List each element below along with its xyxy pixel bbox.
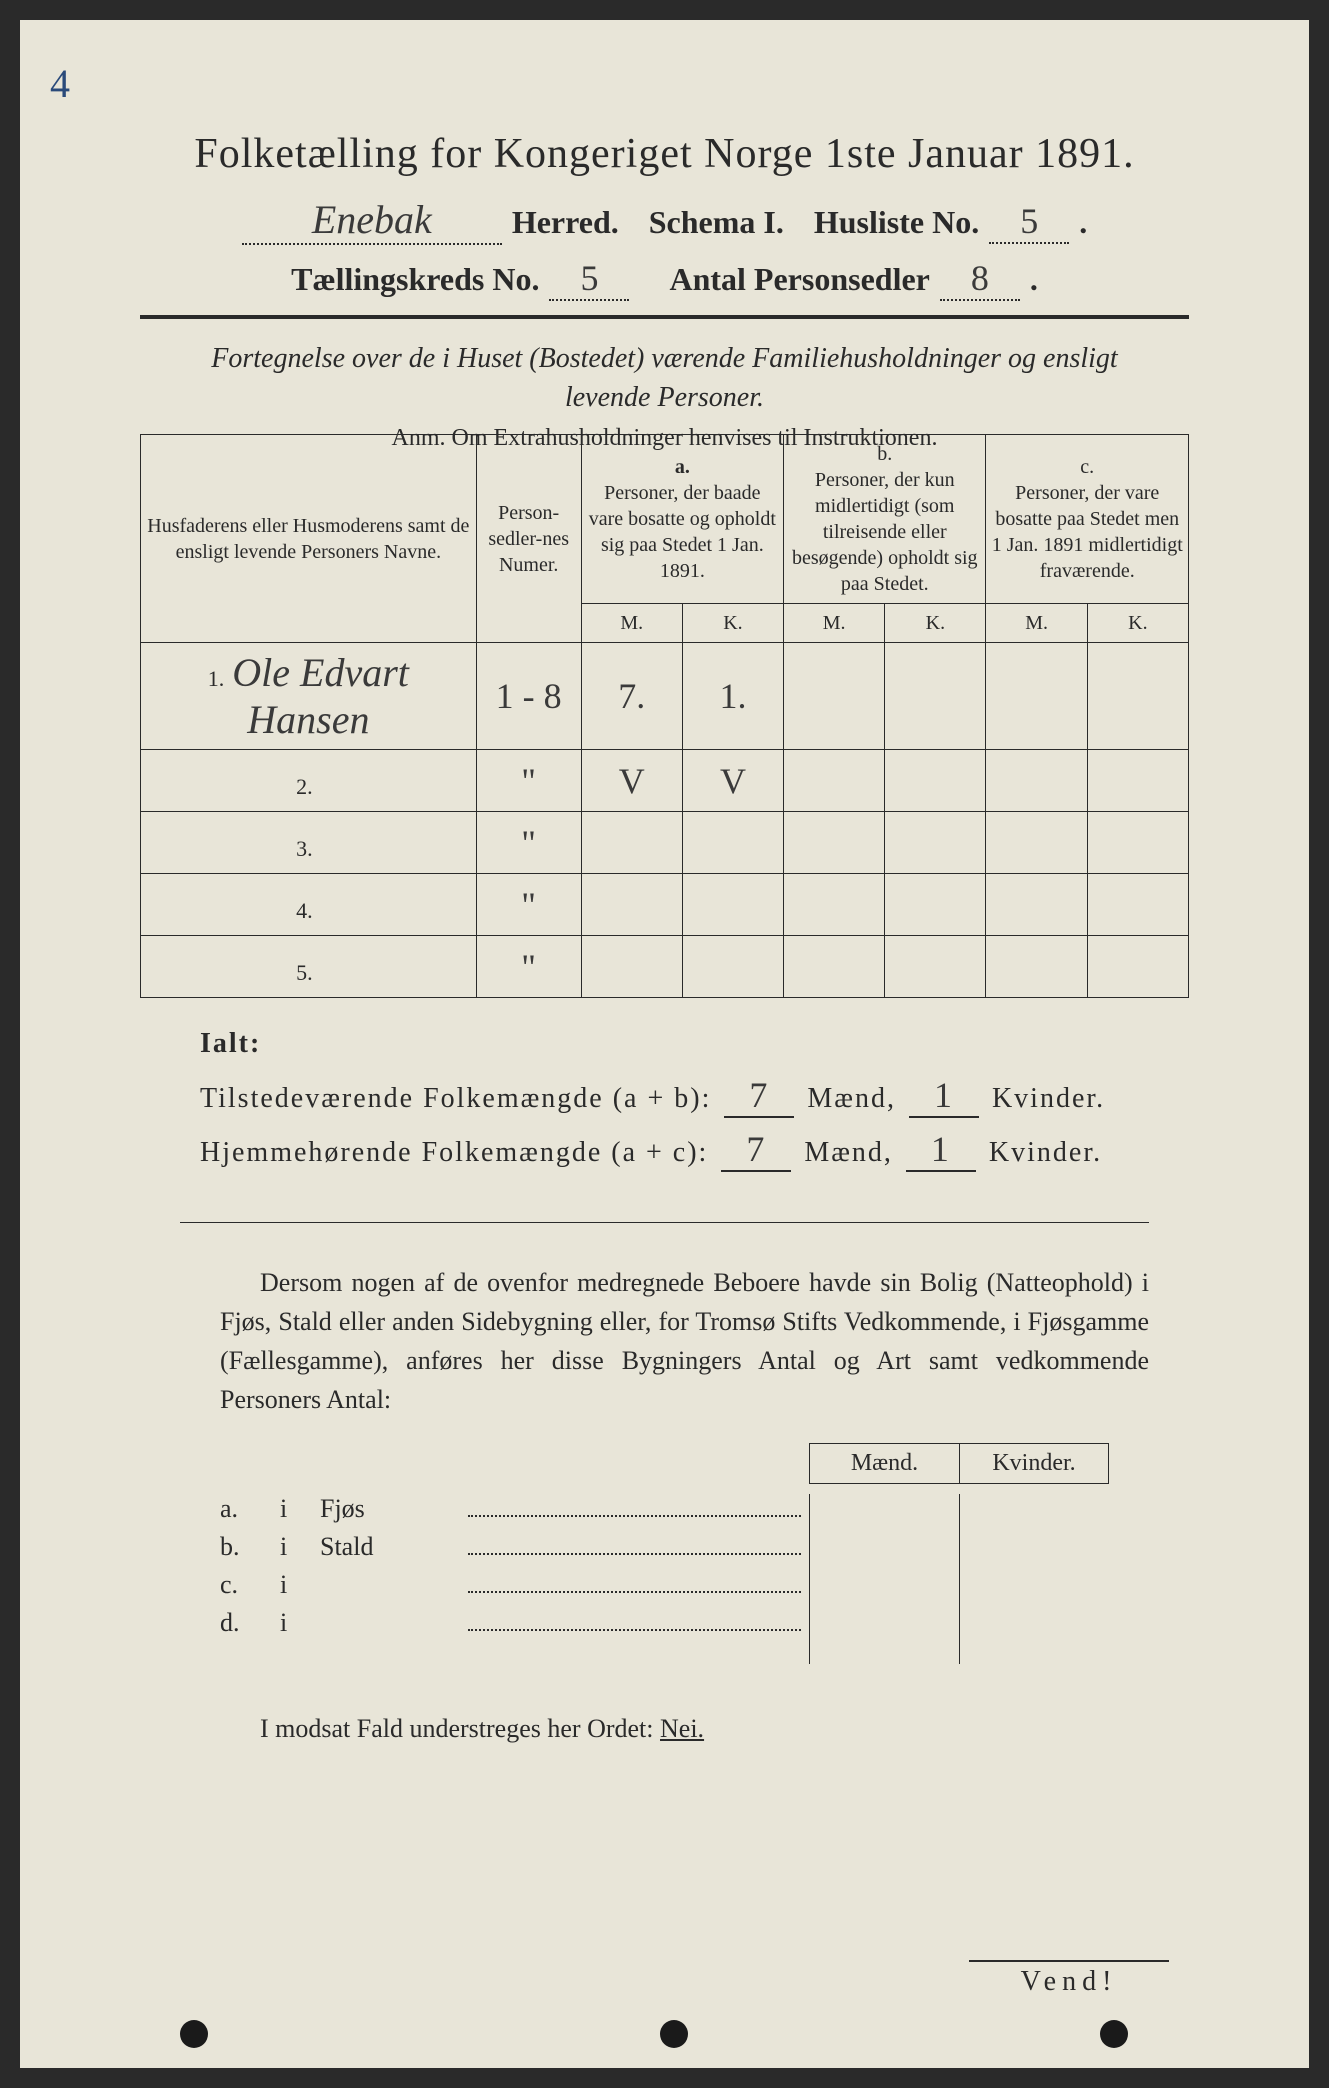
cell-name: 4. — [141, 874, 477, 936]
side-row: b.iStald — [220, 1532, 809, 1562]
herred-value: Enebak — [242, 196, 502, 245]
cell-aM — [581, 936, 682, 998]
cell-bK — [885, 936, 986, 998]
cell-cK — [1087, 812, 1188, 874]
paragraph: Dersom nogen af de ovenfor medregnede Be… — [220, 1263, 1149, 1419]
mk-col-k — [959, 1494, 1109, 1664]
side-row: a.iFjøs — [220, 1494, 809, 1524]
cell-bK — [885, 643, 986, 750]
cell-aK — [682, 936, 783, 998]
punch-hole — [1100, 2020, 1128, 2048]
cell-name: 1.Ole Edvart Hansen — [141, 643, 477, 750]
cell-name: 3. — [141, 812, 477, 874]
vend-label: Vend! — [969, 1960, 1169, 1998]
husliste-no: 5 — [989, 200, 1069, 244]
corner-mark: 4 — [50, 60, 70, 107]
cell-num: " — [476, 874, 581, 936]
cell-num: " — [476, 750, 581, 812]
cell-cK — [1087, 643, 1188, 750]
cell-cM — [986, 643, 1087, 750]
col-c-h: c.Personer, der vare bosatte paa Stedet … — [986, 435, 1189, 604]
c-k: K. — [1087, 604, 1188, 643]
b-m: M. — [784, 604, 885, 643]
cell-aK — [682, 812, 783, 874]
cell-name: 5. — [141, 936, 477, 998]
husliste-label: Husliste No. — [814, 204, 979, 241]
antal-value: 8 — [940, 257, 1020, 301]
punch-hole — [180, 2020, 208, 2048]
cell-aK — [682, 874, 783, 936]
mk-header: Mænd. Kvinder. — [220, 1443, 1109, 1484]
nei-line: I modsat Fald understreges her Ordet: Ne… — [260, 1714, 1109, 1744]
ialt-line-2: Hjemmehørende Folkemængde (a + c): 7 Mæn… — [200, 1128, 1129, 1172]
a-m: M. — [581, 604, 682, 643]
cell-cK — [1087, 874, 1188, 936]
main-table-full: Husfaderens eller Husmoderens samt de en… — [140, 434, 1189, 998]
mk-col-m — [809, 1494, 959, 1664]
cell-aK: 1. — [682, 643, 783, 750]
side-building-section: a.iFjøs b.iStald c.i d.i — [220, 1494, 1109, 1664]
kreds-label: Tællingskreds No. — [291, 261, 539, 298]
side-row: d.i — [220, 1608, 809, 1638]
cell-cM — [986, 812, 1087, 874]
ialt-title: Ialt: — [200, 1028, 1129, 1060]
cell-num: " — [476, 936, 581, 998]
cell-bK — [885, 812, 986, 874]
header-row-2: Tællingskreds No. 5 Antal Personsedler 8… — [140, 257, 1189, 301]
divider — [140, 315, 1189, 319]
header-row-1: Enebak Herred. Schema I. Husliste No. 5 … — [140, 196, 1189, 245]
cell-cM — [986, 750, 1087, 812]
cell-aM — [581, 812, 682, 874]
ialt-line-1: Tilstedeværende Folkemængde (a + b): 7 M… — [200, 1074, 1129, 1118]
col-b-h: b.Personer, der kun midlertidigt (som ti… — [784, 435, 986, 604]
col-name-h: Husfaderens eller Husmoderens samt de en… — [141, 435, 477, 643]
c-m: M. — [986, 604, 1087, 643]
cell-aM: 7. — [581, 643, 682, 750]
cell-aK: V — [682, 750, 783, 812]
mk-maend: Mænd. — [809, 1443, 959, 1484]
totals-section: Ialt: Tilstedeværende Folkemængde (a + b… — [200, 1028, 1129, 1172]
table-row: 3." — [141, 812, 1189, 874]
cell-cK — [1087, 750, 1188, 812]
col-a-h: a.Personer, der baade vare bosatte og op… — [581, 435, 783, 604]
subtitle: Fortegnelse over de i Huset (Bostedet) v… — [180, 339, 1149, 417]
a-k: K. — [682, 604, 783, 643]
cell-bK — [885, 874, 986, 936]
cell-num: 1 - 8 — [476, 643, 581, 750]
table-row: 1.Ole Edvart Hansen1 - 87.1. — [141, 643, 1189, 750]
cell-num: " — [476, 812, 581, 874]
cell-bM — [784, 874, 885, 936]
schema-label: Schema I. — [649, 204, 784, 241]
page-title: Folketælling for Kongeriget Norge 1ste J… — [140, 130, 1189, 178]
cell-cM — [986, 874, 1087, 936]
cell-cM — [986, 936, 1087, 998]
cell-bM — [784, 750, 885, 812]
cell-aM — [581, 874, 682, 936]
census-form-page: 4 Folketælling for Kongeriget Norge 1ste… — [20, 20, 1309, 2068]
antal-label: Antal Personsedler — [669, 261, 929, 298]
side-row: c.i — [220, 1570, 809, 1600]
table-row: 4." — [141, 874, 1189, 936]
table-row: 2."VV — [141, 750, 1189, 812]
table-row: 5." — [141, 936, 1189, 998]
cell-bM — [784, 643, 885, 750]
cell-cK — [1087, 936, 1188, 998]
cell-aM: V — [581, 750, 682, 812]
kreds-no: 5 — [549, 257, 629, 301]
cell-name: 2. — [141, 750, 477, 812]
cell-bM — [784, 812, 885, 874]
herred-label: Herred. — [512, 204, 619, 241]
mk-kvinder: Kvinder. — [959, 1443, 1109, 1484]
cell-bM — [784, 936, 885, 998]
cell-bK — [885, 750, 986, 812]
punch-hole — [660, 2020, 688, 2048]
b-k: K. — [885, 604, 986, 643]
col-num-h: Person-sedler-nes Numer. — [476, 435, 581, 643]
divider-2 — [180, 1222, 1149, 1223]
